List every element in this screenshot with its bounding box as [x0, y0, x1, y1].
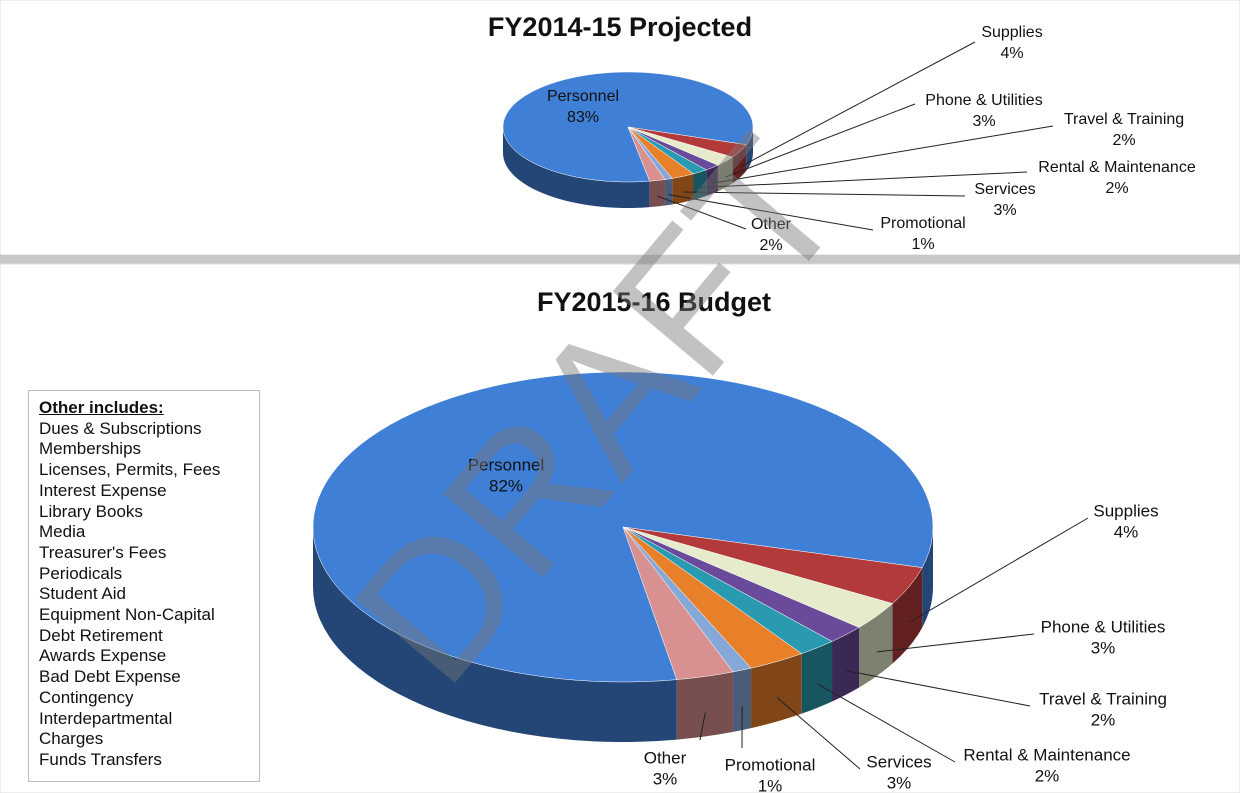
slice-label: Rental & Maintenance — [963, 745, 1130, 764]
leader-line — [909, 517, 1089, 623]
slice-value: 1% — [911, 236, 934, 253]
slice-label: Supplies — [981, 24, 1042, 41]
note-item: Awards Expense — [39, 646, 167, 666]
leader-line — [700, 171, 1028, 189]
slice-value: 3% — [887, 773, 912, 792]
pie-side — [832, 627, 860, 702]
slice-label: Personnel — [468, 455, 545, 474]
pie-side — [664, 178, 673, 206]
slice-value: 3% — [972, 113, 995, 130]
pie-side — [717, 157, 733, 192]
note-item: Interest Expense — [39, 480, 167, 500]
slice-value: 4% — [1000, 45, 1023, 62]
divider — [0, 255, 1240, 264]
slice-value: 4% — [1114, 522, 1139, 541]
note-item: Memberships — [39, 439, 142, 459]
pie-side — [733, 668, 752, 732]
note-item: Interdepartmental — [39, 708, 173, 728]
slice-label: Supplies — [1093, 501, 1158, 520]
note-item: Student Aid — [39, 584, 126, 604]
note-title: Other includes: — [39, 398, 164, 417]
leader-line — [683, 191, 966, 197]
slice-label: Phone & Utilities — [925, 92, 1042, 109]
pie-slice — [627, 126, 666, 182]
pie-side — [892, 567, 923, 664]
slice-label: Travel & Training — [1064, 111, 1184, 128]
slice-value: 2% — [1112, 132, 1135, 149]
pie-side — [751, 653, 802, 729]
pie-slice — [622, 526, 734, 680]
leader-line — [668, 194, 874, 231]
slice-label: Promotional — [725, 755, 816, 774]
slice-label: Rental & Maintenance — [1038, 159, 1196, 176]
pies: Personnel 83% Supplies 4% Phone & Utilities 3… — [312, 24, 1196, 793]
note-item: Equipment Non-Capital — [39, 605, 215, 625]
slice-value: 2% — [1035, 766, 1060, 785]
note-item: Contingency — [39, 687, 134, 707]
other-includes-note: Other includes: Dues & Subscriptions Memb… — [28, 390, 260, 782]
chart-title: FY2014-15 Projected — [488, 12, 752, 42]
pie-side — [859, 603, 893, 688]
slice-value: 2% — [1091, 710, 1116, 729]
leader-line — [699, 712, 706, 741]
slice-value: 1% — [758, 776, 783, 793]
slice-value: 2% — [759, 237, 782, 254]
pie-side — [706, 165, 718, 196]
slice-label: Other — [644, 748, 687, 767]
chart-title: FY2015-16 Budget — [537, 287, 771, 317]
leader-line — [725, 103, 916, 178]
slice-label: Travel & Training — [1039, 689, 1167, 708]
note-item: Debt Retirement — [39, 625, 163, 645]
note-item: Charges — [39, 729, 104, 749]
pie-side — [801, 641, 833, 714]
slice-label: Services — [866, 752, 931, 771]
slice-label: Services — [974, 181, 1035, 198]
slice-value: 2% — [1105, 180, 1128, 197]
slice-value: 3% — [1091, 638, 1116, 657]
leader-line — [740, 41, 976, 168]
leader-line — [712, 125, 1054, 184]
slice-label: Phone & Utilities — [1041, 617, 1166, 636]
slice-value: 3% — [653, 769, 678, 788]
note-item: Treasurer's Fees — [39, 542, 167, 562]
note-item: Funds Transfers — [39, 749, 162, 769]
slice-value: 82% — [489, 476, 523, 495]
leader-line — [776, 697, 861, 770]
slice-value: 3% — [993, 202, 1016, 219]
pie-side — [503, 127, 650, 208]
pie-side — [649, 179, 665, 208]
pie-side — [672, 173, 694, 205]
pie-side — [732, 144, 747, 184]
pie-side — [746, 127, 753, 171]
note-item: Media — [39, 522, 86, 542]
leader-line — [657, 195, 747, 230]
pie-side — [676, 671, 734, 740]
leader-line — [845, 670, 1031, 707]
slice-label: Other — [751, 216, 792, 233]
slice-label: Personnel — [547, 88, 619, 105]
pie-side — [922, 527, 933, 628]
note-item: Periodicals — [39, 563, 123, 583]
note-item: Licenses, Permits, Fees — [39, 460, 221, 480]
note-item: Library Books — [39, 501, 143, 521]
pie-slice — [502, 71, 754, 183]
leader-line — [876, 633, 1035, 653]
note-item: Bad Debt Expense — [39, 667, 181, 687]
note-item: Dues & Subscriptions — [39, 418, 202, 438]
leader-line — [817, 683, 956, 763]
slice-label: Promotional — [880, 215, 965, 232]
pie-side — [313, 527, 677, 742]
slice-value: 83% — [567, 109, 599, 126]
